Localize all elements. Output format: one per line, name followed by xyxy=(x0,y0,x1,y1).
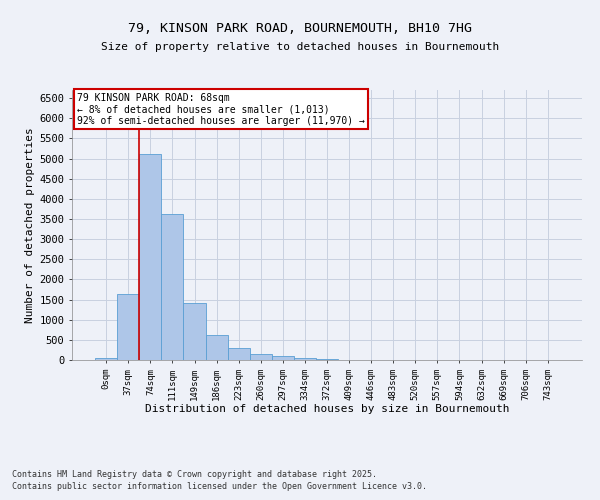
X-axis label: Distribution of detached houses by size in Bournemouth: Distribution of detached houses by size … xyxy=(145,404,509,414)
Bar xyxy=(227,348,250,360)
Bar xyxy=(184,303,206,360)
Text: Size of property relative to detached houses in Bournemouth: Size of property relative to detached ho… xyxy=(101,42,499,52)
Bar xyxy=(294,358,316,360)
Text: Contains HM Land Registry data © Crown copyright and database right 2025.: Contains HM Land Registry data © Crown c… xyxy=(12,470,377,479)
Bar xyxy=(272,356,294,360)
Bar xyxy=(161,214,184,360)
Text: Contains public sector information licensed under the Open Government Licence v3: Contains public sector information licen… xyxy=(12,482,427,491)
Y-axis label: Number of detached properties: Number of detached properties xyxy=(25,127,35,323)
Bar xyxy=(250,354,272,360)
Text: 79, KINSON PARK ROAD, BOURNEMOUTH, BH10 7HG: 79, KINSON PARK ROAD, BOURNEMOUTH, BH10 … xyxy=(128,22,472,36)
Bar xyxy=(117,294,139,360)
Bar xyxy=(139,154,161,360)
Text: 79 KINSON PARK ROAD: 68sqm
← 8% of detached houses are smaller (1,013)
92% of se: 79 KINSON PARK ROAD: 68sqm ← 8% of detac… xyxy=(77,92,365,126)
Bar xyxy=(206,336,227,360)
Bar xyxy=(316,359,338,360)
Bar xyxy=(95,358,117,360)
